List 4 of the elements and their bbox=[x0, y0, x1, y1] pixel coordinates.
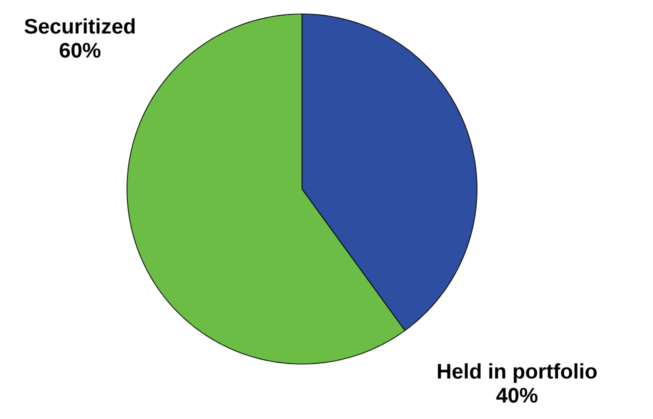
data-label: 40% bbox=[496, 388, 538, 403]
data-label: 60% bbox=[60, 42, 100, 58]
slice-label: Held in portfolio bbox=[438, 363, 597, 383]
slice-label: Securitized bbox=[24, 18, 135, 34]
